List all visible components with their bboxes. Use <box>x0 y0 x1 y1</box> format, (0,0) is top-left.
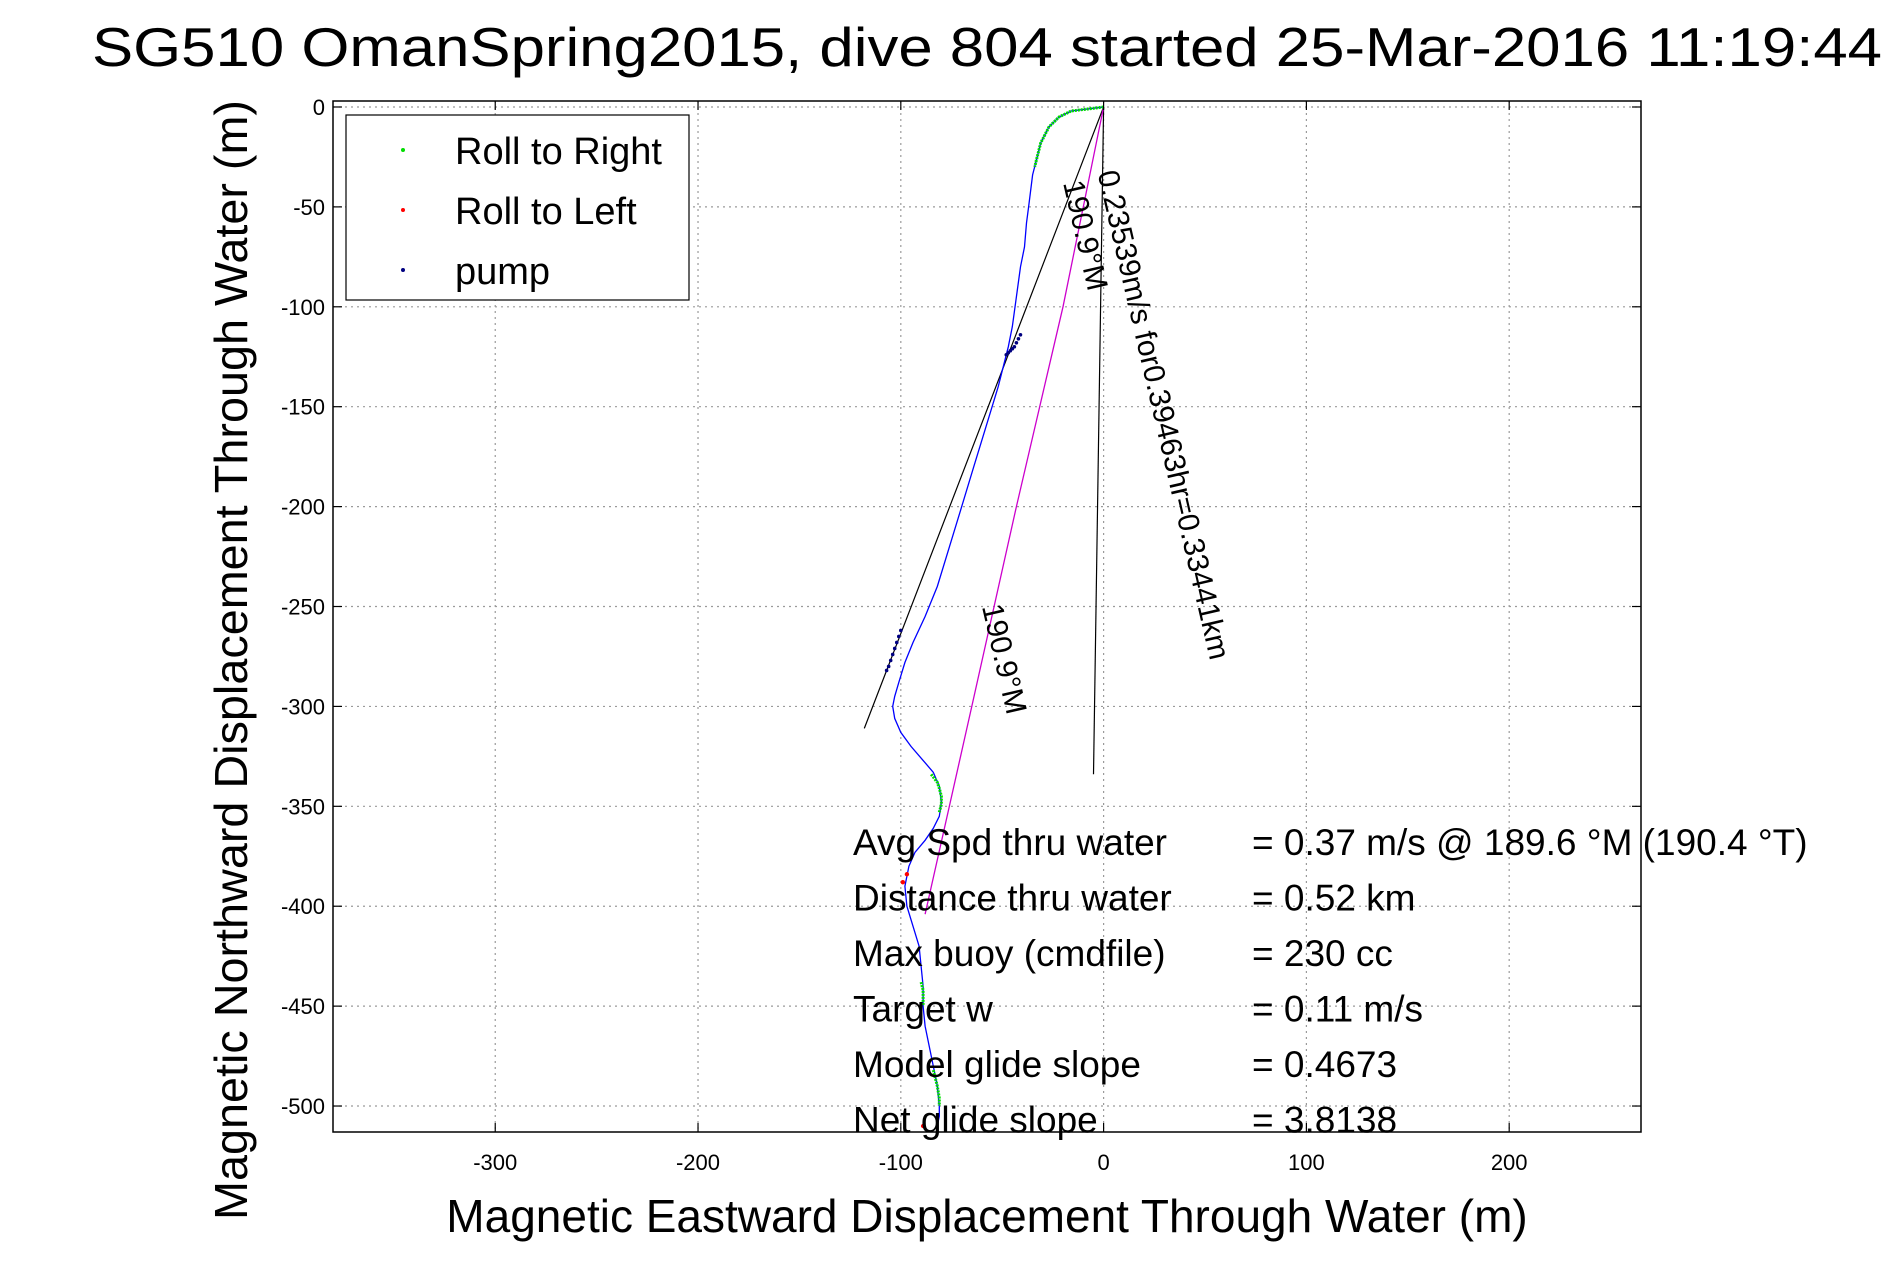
x-tick-label: 0 <box>1097 1150 1109 1175</box>
markers <box>884 105 1104 1129</box>
roll-right-marker-series <box>919 981 925 1007</box>
pump-point <box>899 628 903 633</box>
y-tick-label: -250 <box>281 595 325 620</box>
y-tick-label: -100 <box>281 295 325 320</box>
annotation-value: = 0.52 km <box>1252 878 1416 919</box>
bearing-line <box>924 106 1105 915</box>
y-tick-label: -450 <box>281 994 325 1019</box>
annotation-label: Distance thru water <box>853 878 1172 919</box>
annotation-label: Avg Spd thru water <box>853 822 1167 863</box>
pump-point <box>886 664 891 669</box>
pump-point <box>892 646 897 651</box>
pump-point <box>1004 352 1009 357</box>
y-tick-label: -200 <box>281 495 325 520</box>
reference-line <box>1092 106 1105 775</box>
pump-point <box>896 634 901 639</box>
pump-point <box>1016 336 1021 341</box>
annotation-value: = 0.37 m/s @ 189.6 °M (190.4 °T) <box>1252 822 1808 863</box>
pump-point <box>884 668 889 673</box>
y-tick-label: -50 <box>293 195 325 220</box>
roll-right-marker-series <box>930 773 943 813</box>
roll-left-point <box>900 880 906 885</box>
plot-frame <box>332 100 1642 1133</box>
pump-point <box>1018 332 1023 337</box>
legend-label: Roll to Left <box>455 191 637 233</box>
grid-lines <box>333 101 1641 1132</box>
x-tick-label: -300 <box>473 1150 517 1175</box>
y-tick-label: -350 <box>281 794 325 819</box>
track-series-line <box>892 106 1104 1127</box>
pump-point <box>1014 340 1019 345</box>
annotation-value: = 0.11 m/s <box>1252 989 1423 1030</box>
y-tick-label: -500 <box>281 1094 325 1119</box>
annotation-label: Model glide slope <box>853 1044 1141 1085</box>
axis-ticks: -300 -200 -100 0 100 200 0 -50 -100 -150 -200 -250 -… <box>281 95 1641 1175</box>
legend-marker <box>401 268 405 272</box>
annotation-label: Net glide slope <box>853 1100 1098 1141</box>
annotation-value: = 230 cc <box>1252 933 1393 974</box>
legend-marker <box>401 208 405 212</box>
roll-right-marker-series <box>1033 105 1104 168</box>
x-tick-label: -100 <box>879 1150 923 1175</box>
y-axis-label: Magnetic Northward Displacement Through … <box>205 100 257 1220</box>
pump-point <box>888 658 893 663</box>
annotation-label: Target w <box>853 989 993 1030</box>
pump-point <box>890 652 895 657</box>
reference-line <box>863 106 1105 729</box>
y-tick-label: -400 <box>281 894 325 919</box>
chart-title: SG510 OmanSpring2015, dive 804 started 2… <box>92 16 1882 78</box>
annotation-value: = 3.8138 <box>1252 1100 1397 1141</box>
pump-point <box>894 640 899 645</box>
legend: Roll to Right Roll to Left pump <box>345 114 690 301</box>
annotation-label: Max buoy (cmdfile) <box>853 933 1166 974</box>
bearing-series-line <box>924 106 1105 915</box>
dive-track <box>892 106 1104 1127</box>
legend-marker <box>401 148 405 152</box>
x-tick-label: -200 <box>676 1150 720 1175</box>
x-axis-label: Magnetic Eastward Displacement Through W… <box>446 1190 1527 1242</box>
x-tick-label: 200 <box>1491 1150 1528 1175</box>
legend-label: pump <box>455 251 550 293</box>
reference-lines <box>863 106 1105 775</box>
y-tick-label: 0 <box>313 95 325 120</box>
roll-right-marker-series <box>931 1069 941 1106</box>
legend-label: Roll to Right <box>455 131 662 173</box>
x-tick-label: 100 <box>1288 1150 1325 1175</box>
y-tick-label: -300 <box>281 694 325 719</box>
annotation-value: = 0.4673 <box>1252 1044 1397 1085</box>
roll-left-point <box>904 872 910 877</box>
stats-annotations: Avg Spd thru water = 0.37 m/s @ 189.6 °M … <box>853 822 1808 1141</box>
y-tick-label: -150 <box>281 395 325 420</box>
roll-left-point <box>920 1123 926 1129</box>
